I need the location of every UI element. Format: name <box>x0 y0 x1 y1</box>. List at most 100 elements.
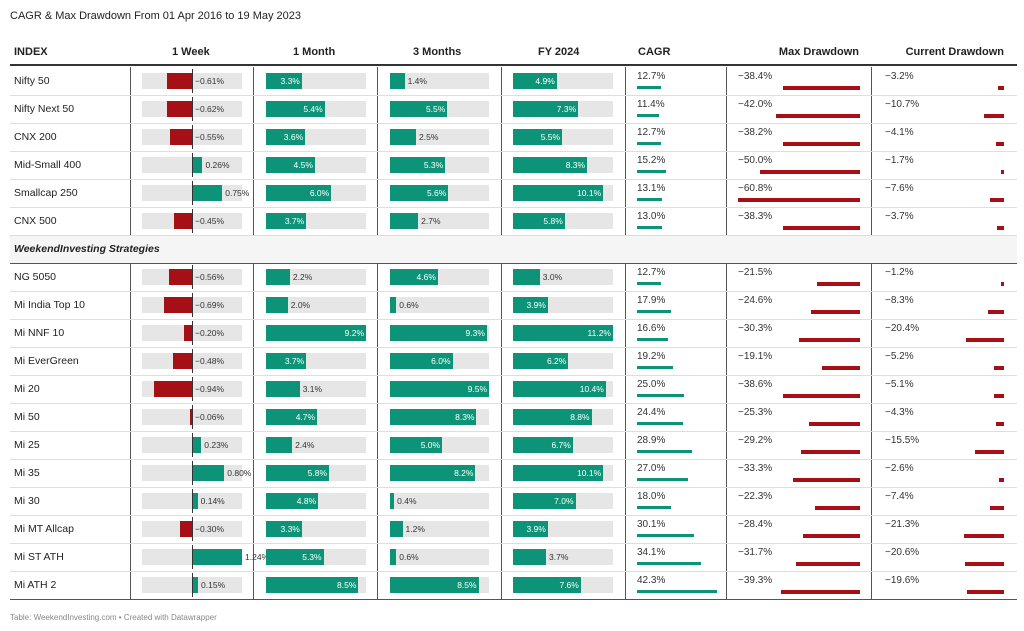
week-value: −0.61% <box>195 76 225 86</box>
three_months-bar <box>390 437 443 453</box>
max-drawdown-value: −33.3% <box>738 463 773 474</box>
bar-track <box>390 549 489 565</box>
three_months-bar <box>390 549 397 565</box>
month-value: 3.3% <box>280 76 300 86</box>
column-header: Max Drawdown <box>778 46 859 58</box>
current-drawdown-bar <box>997 86 1004 90</box>
three_months-value: 0.6% <box>399 300 419 310</box>
month-bar <box>266 521 302 537</box>
month-bar <box>266 185 332 201</box>
three_months-value: 8.5% <box>457 580 477 590</box>
max-drawdown-bar <box>781 590 860 594</box>
row-label: Mi 50 <box>14 411 40 423</box>
week-bar <box>192 465 225 481</box>
three_months-bar <box>390 185 449 201</box>
max-drawdown-value: −39.3% <box>738 575 773 586</box>
max-drawdown-bar <box>796 562 860 566</box>
current-drawdown-value: −21.3% <box>885 519 920 530</box>
current-drawdown-value: −2.6% <box>885 463 914 474</box>
three_months-value: 4.6% <box>416 272 436 282</box>
month-value: 3.1% <box>302 384 323 394</box>
max-drawdown-value: −38.3% <box>738 211 773 222</box>
week-value: 0.26% <box>205 160 230 170</box>
week-value: −0.45% <box>195 216 225 226</box>
month-value: 6.0% <box>309 188 330 198</box>
cagr-bar <box>637 282 662 285</box>
three_months-value: 5.0% <box>420 440 441 450</box>
month-value: 2.2% <box>292 272 313 282</box>
month-value: 9.2% <box>344 328 364 338</box>
week-value: −0.48% <box>195 356 225 366</box>
month-bar <box>266 213 307 229</box>
current-drawdown-value: −7.6% <box>885 183 914 194</box>
week-value: −0.69% <box>195 300 225 310</box>
max-drawdown-value: −31.7% <box>738 547 773 558</box>
section-label: WeekendInvesting Strategies <box>14 243 160 255</box>
max-drawdown-value: −42.0% <box>738 99 773 110</box>
month-bar <box>266 353 307 369</box>
zero-line <box>192 153 193 177</box>
fy2024-bar <box>513 73 557 89</box>
current-drawdown-bar <box>1001 282 1004 286</box>
week-bar <box>183 325 192 341</box>
month-value: 4.8% <box>296 496 317 506</box>
row-label: Smallcap 250 <box>14 187 78 199</box>
cagr-bar <box>637 226 662 229</box>
fy2024-bar <box>513 185 604 201</box>
row-label: Mi 25 <box>14 439 40 451</box>
week-value: −0.30% <box>195 524 225 534</box>
cagr-value: 16.6% <box>637 323 666 334</box>
column-header: FY 2024 <box>538 46 580 58</box>
row-separator <box>10 319 1017 320</box>
row-label: Nifty 50 <box>14 75 50 87</box>
row-separator <box>10 179 1017 180</box>
max-drawdown-value: −38.2% <box>738 127 773 138</box>
fy2024-value: 7.3% <box>556 104 577 114</box>
cagr-value: 12.7% <box>637 71 666 82</box>
cagr-bar <box>637 394 685 397</box>
fy2024-value: 11.2% <box>587 328 611 338</box>
row-separator <box>10 403 1017 404</box>
week-value: −0.20% <box>195 328 225 338</box>
three_months-value: 2.7% <box>421 216 441 226</box>
row-separator <box>10 123 1017 124</box>
current-drawdown-bar <box>1000 170 1004 174</box>
three_months-value: 5.3% <box>423 160 444 170</box>
bar-track <box>390 73 489 89</box>
cagr-bar <box>637 86 662 89</box>
row-label: NG 5050 <box>14 271 57 283</box>
cagr-bar <box>637 450 692 453</box>
week-bar <box>164 297 192 313</box>
max-drawdown-value: −60.8% <box>738 183 773 194</box>
current-drawdown-value: −5.1% <box>885 379 914 390</box>
zero-line <box>192 321 193 345</box>
max-drawdown-value: −25.3% <box>738 407 773 418</box>
month-bar <box>266 129 306 145</box>
row-separator <box>10 151 1017 152</box>
cagr-bar <box>637 310 671 313</box>
zero-line <box>192 349 193 373</box>
week-value: 0.80% <box>227 468 252 478</box>
month-bar <box>266 157 315 173</box>
fy2024-bar <box>513 101 579 117</box>
week-bar <box>192 437 202 453</box>
row-label: Mi 35 <box>14 467 40 479</box>
fy2024-value: 6.2% <box>546 356 567 366</box>
week-bar <box>167 101 192 117</box>
row-label: Mi ATH 2 <box>14 579 57 591</box>
month-value: 3.7% <box>284 356 305 366</box>
max-drawdown-bar <box>759 170 860 174</box>
cagr-value: 12.7% <box>637 127 666 138</box>
month-value: 5.3% <box>302 552 322 562</box>
fy2024-bar <box>513 157 588 173</box>
row-separator <box>10 375 1017 376</box>
current-drawdown-value: −3.7% <box>885 211 914 222</box>
current-drawdown-value: −20.6% <box>885 547 920 558</box>
month-bar <box>266 101 325 117</box>
cagr-bar <box>637 590 717 593</box>
row-label: Mi ST ATH <box>14 551 64 563</box>
cagr-bar <box>637 534 694 537</box>
week-bar <box>192 157 203 173</box>
max-drawdown-value: −22.3% <box>738 491 773 502</box>
week-bar <box>192 577 199 593</box>
